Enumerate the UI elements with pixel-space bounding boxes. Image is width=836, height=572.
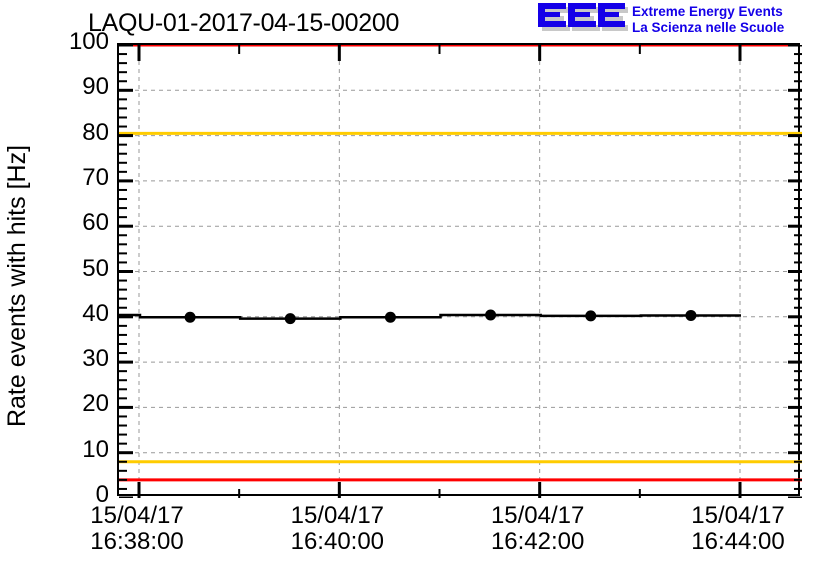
y-tick-label: 80 (82, 118, 109, 146)
data-point (384, 311, 396, 323)
x-tick-label: 15/04/17 16:44:00 (648, 503, 828, 555)
y-tick-label: 60 (82, 209, 109, 237)
data-point (485, 309, 497, 321)
eee-logo-line2: La Scienza nelle Scuole (632, 20, 785, 35)
x-tick-label-time: 16:38:00 (90, 528, 184, 555)
eee-logo-line1: Extreme Energy Events (632, 4, 783, 19)
x-tick-label-date: 15/04/17 (490, 502, 585, 529)
x-tick-label-date: 15/04/17 (691, 502, 785, 529)
data-point (284, 313, 296, 325)
y-tick-label: 50 (82, 254, 109, 282)
plot-area (119, 45, 802, 498)
data-point (685, 309, 697, 321)
page-title: LAQU-01-2017-04-15-00200 (88, 9, 400, 37)
data-point (184, 311, 196, 323)
x-tick-label: 15/04/17 16:38:00 (47, 503, 227, 555)
y-tick-label: 40 (82, 299, 109, 327)
y-tick-label: 0 (95, 481, 109, 508)
x-tick-label-time: 16:42:00 (490, 528, 585, 555)
y-axis-title-text: Rate events with hits [Hz] (2, 144, 31, 428)
y-tick-label: 10 (82, 435, 109, 463)
x-tick-label-date: 15/04/17 (90, 502, 184, 529)
x-tick-label-time: 16:40:00 (290, 528, 385, 555)
x-tick-label-date: 15/04/17 (290, 502, 385, 529)
eee-logo: Extreme Energy Events La Scienza nelle S… (536, 1, 834, 41)
eee-logo-text: Extreme Energy Events La Scienza nelle S… (632, 4, 784, 36)
data-point (585, 310, 597, 322)
y-tick-label: 90 (82, 73, 109, 101)
x-tick-label: 15/04/17 16:40:00 (247, 503, 427, 555)
plot-frame (117, 43, 802, 498)
y-tick-label: 30 (82, 345, 109, 373)
y-axis-title: Rate events with hits [Hz] (0, 0, 36, 572)
eee-logo-mark-icon (538, 3, 628, 31)
y-tick-label: 100 (68, 28, 109, 55)
y-tick-label: 20 (82, 390, 109, 418)
y-tick-label: 70 (82, 163, 109, 191)
x-tick-label-time: 16:44:00 (691, 528, 785, 555)
x-tick-label: 15/04/17 16:42:00 (448, 503, 628, 555)
